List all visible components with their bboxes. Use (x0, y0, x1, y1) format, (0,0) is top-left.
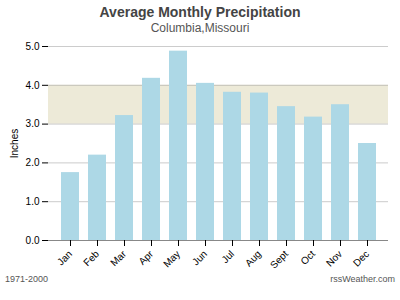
svg-text:Jan: Jan (55, 248, 74, 267)
html-text:Columbia,Missouri: Columbia,Missouri (150, 21, 250, 35)
svg-text:Mar: Mar (108, 248, 128, 268)
svg-text:Apr: Apr (136, 248, 155, 267)
svg-text:Feb: Feb (81, 248, 101, 268)
svg-text:0.0: 0.0 (26, 235, 40, 246)
svg-text:Aug: Aug (243, 248, 263, 268)
svg-text:Jun: Jun (190, 248, 209, 267)
html-text:rssWeather.com: rssWeather.com (330, 274, 395, 284)
svg-text:3.0: 3.0 (26, 118, 40, 129)
svg-text:Jul: Jul (219, 248, 236, 265)
svg-text:Inches: Inches (9, 129, 20, 158)
svg-text:Sept: Sept (268, 248, 290, 270)
svg-text:Dec: Dec (351, 248, 371, 268)
html-text:1971-2000: 1971-2000 (5, 274, 48, 284)
svg-text:May: May (161, 248, 182, 269)
svg-text:1.0: 1.0 (26, 196, 40, 207)
svg-text:5.0: 5.0 (26, 41, 40, 52)
svg-text:Oct: Oct (298, 248, 317, 267)
svg-text:4.0: 4.0 (26, 80, 40, 91)
svg-text:2.0: 2.0 (26, 157, 40, 168)
html-text:Average Monthly Precipitation: Average Monthly Precipitation (99, 4, 301, 20)
svg-text:Nov: Nov (324, 248, 344, 268)
